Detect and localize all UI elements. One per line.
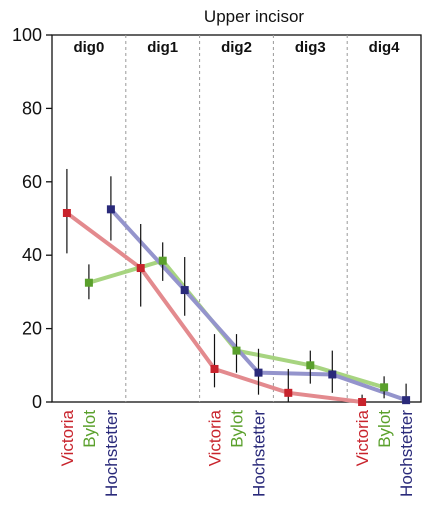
data-point-hochstetter xyxy=(180,286,189,295)
data-point-bylot xyxy=(232,346,241,355)
legend-label-hochstetter: Hochstetter xyxy=(250,410,269,497)
y-tick-label: 100 xyxy=(12,25,42,45)
data-point-victoria xyxy=(358,398,367,406)
data-point-hochstetter xyxy=(254,368,263,377)
data-point-bylot xyxy=(84,278,93,287)
category-label-dig1: dig1 xyxy=(147,39,178,56)
data-point-victoria xyxy=(62,208,71,217)
data-point-hochstetter xyxy=(106,205,115,214)
category-label-dig4: dig4 xyxy=(369,39,400,56)
y-tick-label: 80 xyxy=(22,98,42,118)
y-tick-label: 60 xyxy=(22,172,42,192)
data-point-victoria xyxy=(136,264,145,273)
legend-label-bylot: Bylot xyxy=(375,410,394,448)
category-label-dig0: dig0 xyxy=(73,39,104,56)
plot-frame xyxy=(51,34,422,403)
data-point-bylot xyxy=(380,383,389,392)
data-point-bylot xyxy=(306,361,315,370)
legend-label-victoria: Victoria xyxy=(353,409,372,466)
legend-label-victoria: Victoria xyxy=(58,409,77,466)
legend-label-hochstetter: Hochstetter xyxy=(397,410,416,497)
data-point-bylot xyxy=(158,256,167,265)
category-label-dig2: dig2 xyxy=(221,39,252,56)
data-point-hochstetter xyxy=(328,370,337,379)
legend-label-victoria: Victoria xyxy=(206,409,225,466)
y-tick-label: 0 xyxy=(32,392,42,412)
legend-label-hochstetter: Hochstetter xyxy=(102,410,121,497)
data-point-victoria xyxy=(210,364,219,373)
data-point-victoria xyxy=(284,388,293,397)
chart-title: Upper incisor xyxy=(204,7,304,26)
legend-label-bylot: Bylot xyxy=(80,410,99,448)
data-point-hochstetter xyxy=(402,396,411,405)
legend-label-bylot: Bylot xyxy=(228,410,247,448)
y-tick-label: 40 xyxy=(22,245,42,265)
y-tick-label: 20 xyxy=(22,319,42,339)
category-label-dig3: dig3 xyxy=(295,39,326,56)
